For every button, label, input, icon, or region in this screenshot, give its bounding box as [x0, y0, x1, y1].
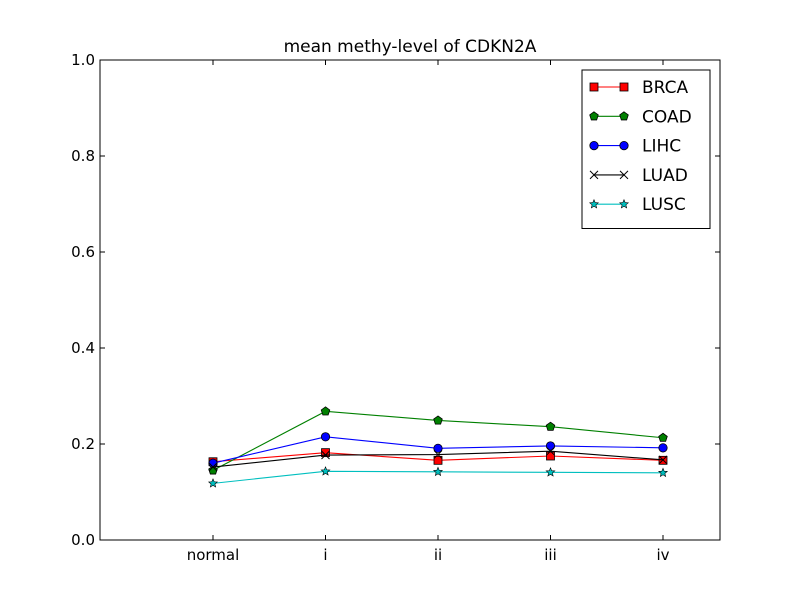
y-tick-label: 0.0 [71, 531, 95, 549]
x-marker-stroke [208, 462, 218, 472]
data-point [433, 455, 443, 465]
x-tick-label: normal [187, 546, 240, 564]
legend-marker [589, 82, 599, 92]
legend-marker [619, 170, 629, 180]
data-point [546, 446, 555, 456]
data-point [658, 443, 668, 453]
chart-title: mean methy-level of CDKN2A [284, 37, 537, 57]
x-marker-stroke [619, 170, 629, 180]
y-tick-label: 1.0 [71, 51, 95, 69]
data-point [545, 467, 556, 477]
data-point [320, 466, 331, 476]
series-lusc [207, 466, 669, 488]
plot-frame [99, 59, 721, 541]
x-tick-label: i [323, 546, 327, 564]
data-point [657, 467, 669, 478]
x-tick-label: ii [434, 546, 442, 564]
legend-marker [588, 198, 600, 209]
x-marker-stroke [589, 170, 599, 180]
data-point [546, 451, 555, 461]
legend-marker [618, 198, 630, 209]
x-tick-label: iv [656, 546, 669, 564]
data-point [658, 432, 668, 442]
data-point [545, 441, 556, 451]
legend-label: LUAD [642, 166, 688, 186]
legend: BRCA COAD LIHC LUAD LUSC [581, 69, 711, 229]
data-point [433, 450, 443, 459]
legend-entry-lusc: LUSC [588, 195, 686, 215]
y-tick-label: 0.6 [71, 243, 95, 261]
x-marker-stroke [321, 450, 330, 460]
legend-entry-lihc: LIHC [589, 137, 681, 157]
x-marker-stroke [546, 446, 555, 456]
x-marker-stroke [658, 455, 668, 465]
legend-entry-coad: COAD [589, 107, 692, 127]
data-point [432, 466, 444, 477]
legend-marker [589, 170, 599, 180]
legend-label: COAD [642, 107, 692, 127]
y-tick-label: 0.2 [71, 435, 95, 453]
legend-marker [589, 111, 599, 121]
legend-label: BRCA [642, 78, 688, 98]
data-point [320, 406, 331, 416]
series-coad [208, 406, 668, 475]
legend-marker [619, 111, 629, 121]
legend-entry-brca: BRCA [589, 78, 688, 98]
data-point [320, 432, 331, 442]
data-point [321, 448, 330, 458]
data-point [208, 465, 218, 475]
data-point [658, 455, 668, 465]
legend-entry-luad: LUAD [589, 166, 688, 186]
data-point [207, 478, 219, 488]
legend-label: LIHC [642, 137, 681, 157]
legend-label: LUSC [642, 195, 686, 215]
y-tick-label: 0.8 [71, 147, 95, 165]
data-point [433, 443, 443, 453]
x-tick-label: iii [544, 546, 557, 564]
series-luad [208, 446, 668, 472]
x-axis: normal i ii iii iv [187, 60, 670, 564]
y-axis: 0.0 0.2 0.4 0.6 0.8 1.0 [71, 51, 720, 549]
data-point [433, 415, 443, 425]
legend-marker [589, 141, 599, 151]
data-point [208, 462, 218, 472]
data-point [321, 450, 330, 460]
data-point [545, 421, 556, 431]
legend-marker [619, 141, 629, 151]
y-tick-label: 0.4 [71, 339, 95, 357]
data-point [208, 458, 218, 468]
x-marker-stroke [433, 450, 443, 459]
legend-marker [619, 82, 629, 92]
legend-box [581, 69, 711, 229]
